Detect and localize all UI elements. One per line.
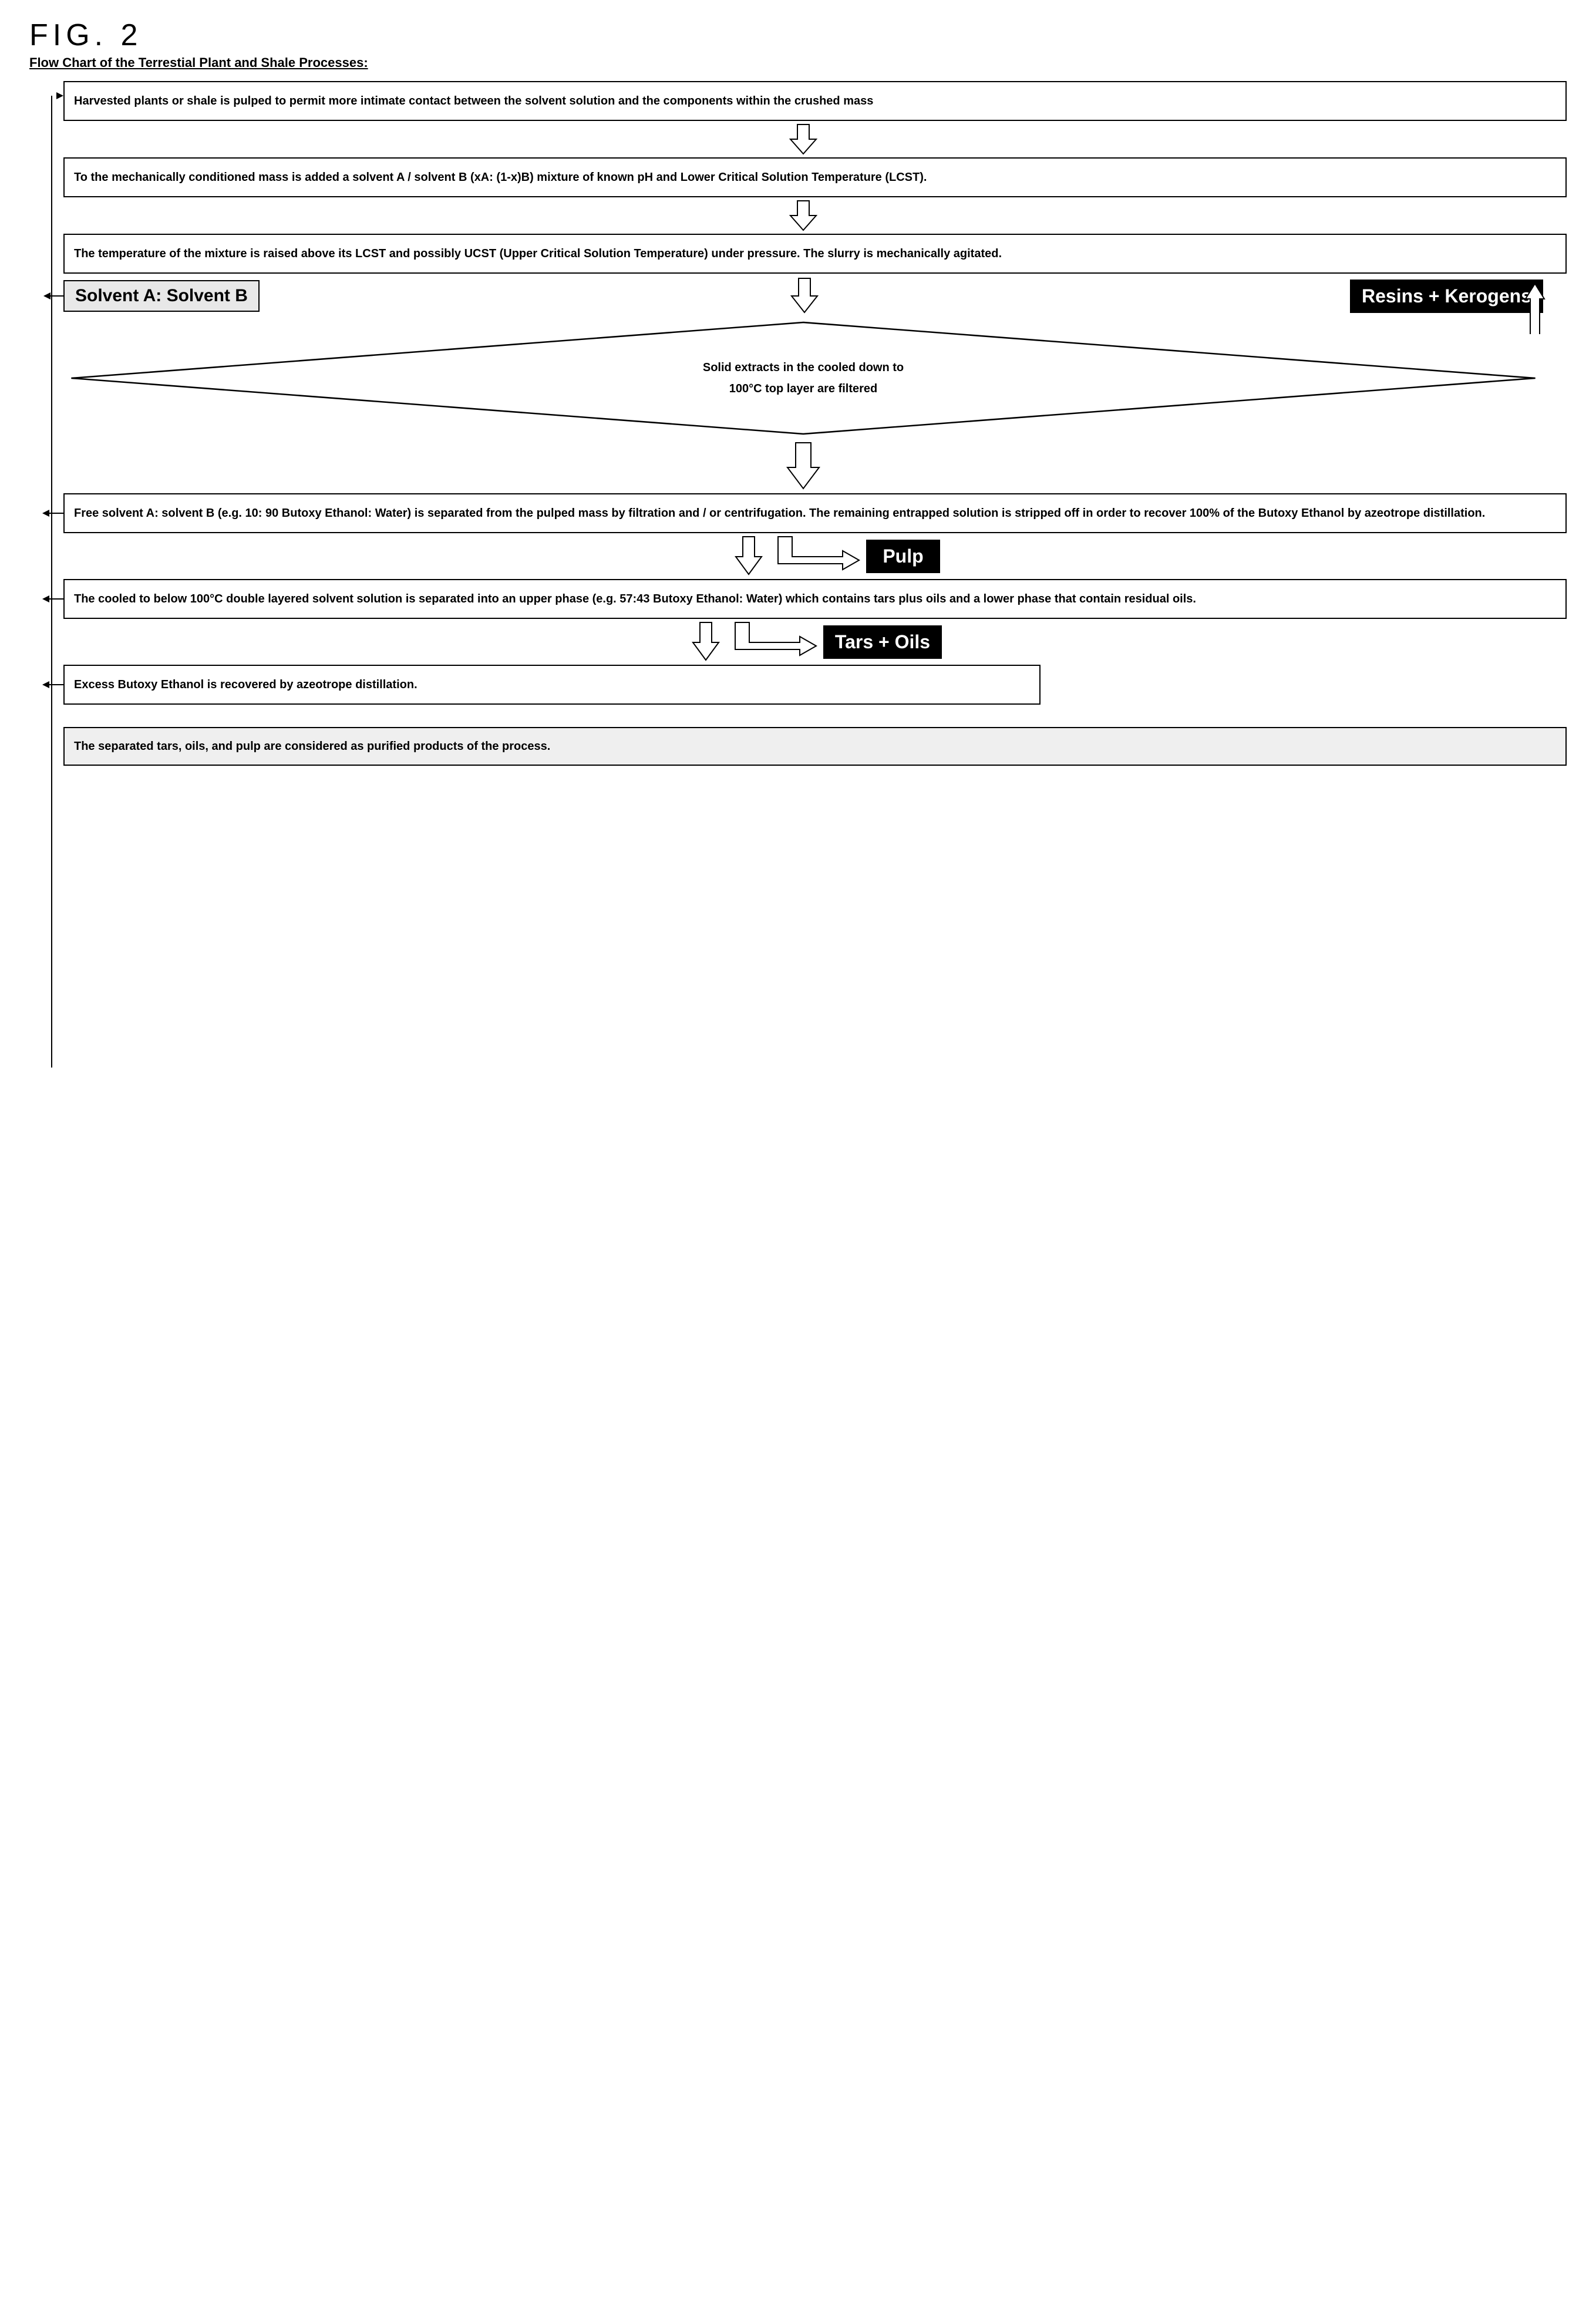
resins-output: Resins + Kerogens — [1350, 280, 1543, 313]
arrow-2-3 — [786, 201, 821, 230]
figure-label: FIG. 2 — [29, 18, 1567, 53]
subtitle: Flow Chart of the Terrestial Plant and S… — [29, 55, 1567, 70]
arrow-decision-resins — [1523, 281, 1547, 334]
return-arrow-step6 — [42, 679, 63, 691]
flowchart: Harvested plants or shale is pulped to p… — [40, 81, 1567, 766]
arrow-decision-4 — [783, 443, 824, 490]
arrow-to-pulp — [772, 537, 860, 575]
return-arrow-step5 — [42, 593, 63, 605]
arrow-4-5-row: Pulp — [40, 537, 1567, 575]
step2-box: To the mechanically conditioned mass is … — [63, 157, 1567, 197]
arrow-1-2 — [786, 124, 821, 154]
pulp-output: Pulp — [866, 540, 940, 573]
decision-line1: Solid extracts in the cooled down to — [703, 361, 904, 374]
final-box: The separated tars, oils, and pulp are c… — [63, 727, 1567, 766]
arrow-to-tars — [729, 622, 817, 661]
return-arrow-solvent — [43, 289, 63, 303]
solvent-label: Solvent A: Solvent B — [63, 280, 260, 312]
tars-output: Tars + Oils — [823, 625, 942, 659]
step1-box: Harvested plants or shale is pulped to p… — [63, 81, 1567, 121]
arrow-3-decision — [787, 278, 822, 314]
arrow-4-5 — [731, 537, 766, 575]
step4-box: Free solvent A: solvent B (e.g. 10: 90 B… — [63, 493, 1567, 533]
solvent-resins-row: Solvent A: Solvent B Resins + Kerogens — [63, 278, 1543, 314]
step5-box: The cooled to below 100°C double layered… — [63, 579, 1567, 619]
return-arrow-step4 — [42, 507, 63, 519]
step6-box: Excess Butoxy Ethanol is recovered by az… — [63, 665, 1041, 705]
decision-line2: 100°C top layer are filtered — [729, 382, 878, 395]
arrow-5-6-row: Tars + Oils — [40, 622, 1567, 661]
arrow-5-6 — [688, 622, 723, 661]
step3-box: The temperature of the mixture is raised… — [63, 234, 1567, 274]
decision-diamond: Solid extracts in the cooled down to 100… — [63, 319, 1543, 437]
